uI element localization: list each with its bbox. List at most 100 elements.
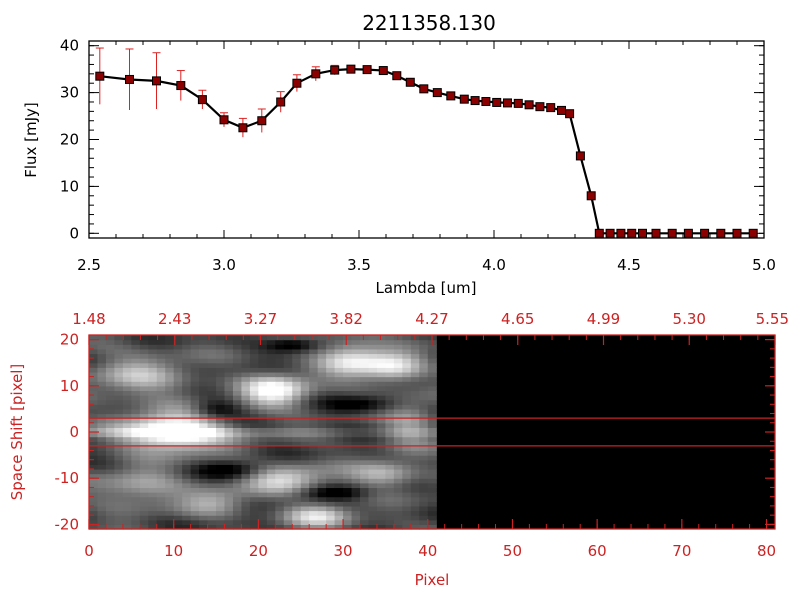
image-pixel [300,353,310,359]
image-pixel [105,367,116,373]
image-pixel [283,422,293,428]
image-pixel [275,413,285,419]
image-pixel [199,381,209,387]
image-pixel [351,344,361,350]
image-pixel [402,459,412,465]
image-pixel [410,432,420,438]
image-pixel [182,427,192,433]
image-pixel [224,524,234,530]
image-pixel [156,505,166,512]
data-point [546,103,556,113]
image-pixel [275,390,285,396]
image-pixel [139,418,149,424]
image-pixel [385,455,395,461]
image-pixel [326,399,336,405]
image-pixel [190,353,200,359]
image-pixel [182,422,192,428]
image-pixel [351,468,361,475]
image-pixel [156,492,166,498]
image-pixel [224,344,234,350]
image-pixel [275,367,285,373]
image-pixel [427,510,437,516]
image-pixel [89,395,99,401]
image-pixel [427,515,437,521]
image-pixel [317,487,327,493]
image-pixel [393,367,403,373]
data-point [605,228,615,238]
image-pixel [368,492,378,498]
image-pixel [148,399,158,405]
image-pixel [114,478,124,484]
image-pixel [165,496,175,502]
image-pixel [258,395,268,401]
image-top-tick-label: 3.82 [330,310,363,328]
image-pixel [368,358,378,364]
image-pixel [292,464,302,470]
image-pixel [334,395,344,401]
image-pixel [343,450,353,456]
image-pixel [266,358,276,364]
image-pixel [232,436,243,442]
image-pixel [360,473,370,479]
image-pixel [309,358,319,364]
image-pixel [224,385,234,392]
image-pixel [199,390,209,396]
image-pixel [326,362,336,368]
image-pixel [241,339,251,345]
image-pixel [122,468,132,475]
image-pixel [173,353,183,359]
image-pixel [334,524,344,530]
image-pixel [122,459,132,465]
image-y-tick-label: -20 [55,515,80,533]
image-pixel [182,464,192,470]
image-pixel [89,464,99,470]
image-pixel [326,515,336,521]
image-pixel [343,371,353,378]
image-pixel [131,376,141,382]
image-pixel [232,418,243,424]
image-pixel [309,422,319,428]
image-pixel [376,519,387,525]
image-pixel [283,515,293,521]
image-pixel [402,450,412,456]
image-pixel [156,478,166,484]
image-pixel [326,464,336,470]
image-pixel [427,395,437,401]
data-point [513,98,523,108]
image-pixel [283,432,293,438]
image-pixel [173,344,183,350]
image-pixel [385,399,395,405]
image-pixel [148,515,158,521]
image-pixel [326,344,336,350]
image-pixel [114,371,124,378]
data-point [524,100,534,110]
image-pixel [326,519,336,525]
image-pixel [368,501,378,507]
image-pixel [148,362,158,368]
image-pixel [292,515,302,521]
image-pixel [156,344,166,350]
image-pixel [207,381,217,387]
image-pixel [402,353,412,359]
image-pixel [114,422,124,428]
image-pixel [89,413,99,419]
image-pixel [97,399,107,405]
image-pixel [148,441,158,447]
image-pixel [131,381,141,387]
image-pixel [393,422,403,428]
image-pixel [343,399,353,405]
image-pixel [105,519,116,525]
image-pixel [283,339,293,345]
image-pixel [419,358,429,364]
image-pixel [258,427,268,433]
image-pixel [97,408,107,415]
image-pixel [300,432,310,438]
image-pixel [427,408,437,415]
image-pixel [241,468,251,475]
image-pixel [266,473,276,479]
image-pixel [131,505,141,512]
image-pixel [410,515,420,521]
image-pixel [199,413,209,419]
image-pixel [190,519,200,525]
image-pixel [368,464,378,470]
